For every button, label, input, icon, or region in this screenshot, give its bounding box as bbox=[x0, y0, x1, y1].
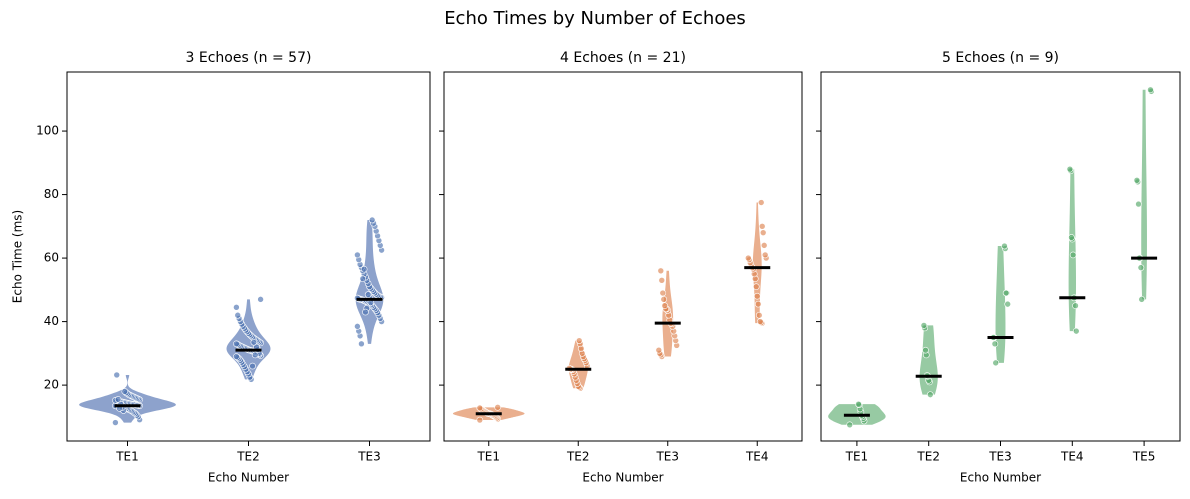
data-point bbox=[476, 416, 484, 424]
data-point bbox=[659, 289, 667, 297]
data-point bbox=[233, 304, 240, 311]
y-tick-label: 60 bbox=[44, 251, 59, 265]
x-tick-label: TE1 bbox=[115, 450, 139, 464]
violin bbox=[79, 374, 176, 423]
data-point bbox=[757, 199, 765, 206]
data-point bbox=[234, 311, 242, 319]
data-point bbox=[755, 311, 763, 319]
data-point bbox=[360, 265, 368, 273]
data-point bbox=[1147, 86, 1154, 94]
x-axis-label: Echo Number bbox=[208, 471, 289, 485]
y-tick-label: 80 bbox=[44, 187, 59, 201]
data-point bbox=[1072, 302, 1079, 310]
data-point bbox=[362, 308, 369, 316]
data-point bbox=[758, 223, 766, 230]
data-point bbox=[368, 216, 376, 224]
y-tick-label: 20 bbox=[44, 378, 59, 392]
y-tick-label: 100 bbox=[36, 124, 59, 138]
data-point bbox=[354, 251, 361, 259]
data-point bbox=[920, 322, 928, 329]
data-point bbox=[756, 318, 764, 325]
data-point bbox=[754, 300, 762, 308]
panel-title: 3 Echoes (n = 57) bbox=[186, 50, 312, 66]
data-point bbox=[761, 251, 769, 259]
data-point bbox=[753, 292, 761, 300]
panel-title: 5 Echoes (n = 9) bbox=[942, 50, 1059, 66]
x-axis-label: Echo Number bbox=[582, 471, 663, 485]
data-point bbox=[1066, 165, 1074, 173]
violin bbox=[995, 246, 1006, 363]
data-point bbox=[233, 353, 240, 360]
x-tick-label: TE2 bbox=[916, 450, 940, 464]
data-point bbox=[112, 419, 119, 426]
x-tick-label: TE2 bbox=[236, 450, 260, 464]
x-tick-label: TE1 bbox=[476, 450, 500, 464]
data-point bbox=[1135, 200, 1142, 208]
data-point bbox=[249, 362, 256, 370]
y-axis-label: Echo Time (ms) bbox=[11, 210, 25, 303]
data-point bbox=[476, 404, 484, 412]
x-tick-label: TE4 bbox=[745, 450, 769, 464]
x-axis-label: Echo Number bbox=[960, 471, 1041, 485]
data-point bbox=[575, 337, 583, 344]
x-tick-label: TE1 bbox=[845, 450, 869, 464]
x-tick-label: TE3 bbox=[357, 450, 381, 464]
data-point bbox=[992, 359, 1000, 367]
data-point bbox=[752, 283, 760, 290]
x-tick-label: TE3 bbox=[988, 450, 1012, 464]
axes-frame bbox=[66, 71, 431, 442]
data-point bbox=[121, 388, 129, 395]
data-point bbox=[114, 396, 122, 403]
violin bbox=[752, 202, 762, 324]
data-point bbox=[1133, 176, 1141, 184]
x-tick-label: TE3 bbox=[655, 450, 679, 464]
data-point bbox=[846, 421, 854, 429]
data-point bbox=[759, 229, 767, 236]
data-point bbox=[364, 291, 372, 298]
data-point bbox=[657, 267, 665, 275]
data-point bbox=[1002, 289, 1010, 297]
data-point bbox=[358, 340, 365, 348]
data-point bbox=[991, 340, 999, 348]
data-point bbox=[250, 338, 258, 346]
data-point bbox=[760, 242, 768, 249]
axes-frame bbox=[443, 71, 803, 442]
data-point bbox=[257, 296, 264, 303]
violin bbox=[1068, 169, 1076, 332]
data-point bbox=[922, 346, 929, 354]
data-point bbox=[251, 351, 259, 359]
data-point bbox=[661, 302, 669, 310]
data-point bbox=[744, 254, 752, 262]
data-point bbox=[1004, 300, 1011, 308]
data-point bbox=[660, 296, 668, 303]
data-point bbox=[354, 323, 361, 330]
y-tick-label: 40 bbox=[44, 314, 59, 328]
data-point bbox=[359, 275, 367, 283]
x-tick-label: TE5 bbox=[1132, 450, 1156, 464]
data-point bbox=[233, 340, 240, 348]
figure-title: Echo Times by Number of Echoes bbox=[444, 8, 746, 29]
data-point bbox=[1069, 251, 1077, 259]
axes-frame bbox=[820, 71, 1181, 442]
data-point bbox=[1001, 242, 1008, 250]
data-point bbox=[655, 346, 663, 354]
data-point bbox=[1068, 234, 1075, 241]
x-tick-label: TE2 bbox=[566, 450, 590, 464]
data-point bbox=[1072, 327, 1080, 335]
data-point bbox=[113, 371, 121, 379]
data-point bbox=[1138, 296, 1146, 303]
data-point bbox=[855, 400, 862, 408]
panel-title: 4 Echoes (n = 21) bbox=[560, 50, 686, 66]
data-point bbox=[658, 277, 666, 284]
x-tick-label: TE4 bbox=[1060, 450, 1084, 464]
data-point bbox=[1137, 264, 1145, 271]
data-point bbox=[494, 404, 502, 411]
violin bbox=[1141, 89, 1147, 300]
data-point bbox=[926, 391, 934, 398]
